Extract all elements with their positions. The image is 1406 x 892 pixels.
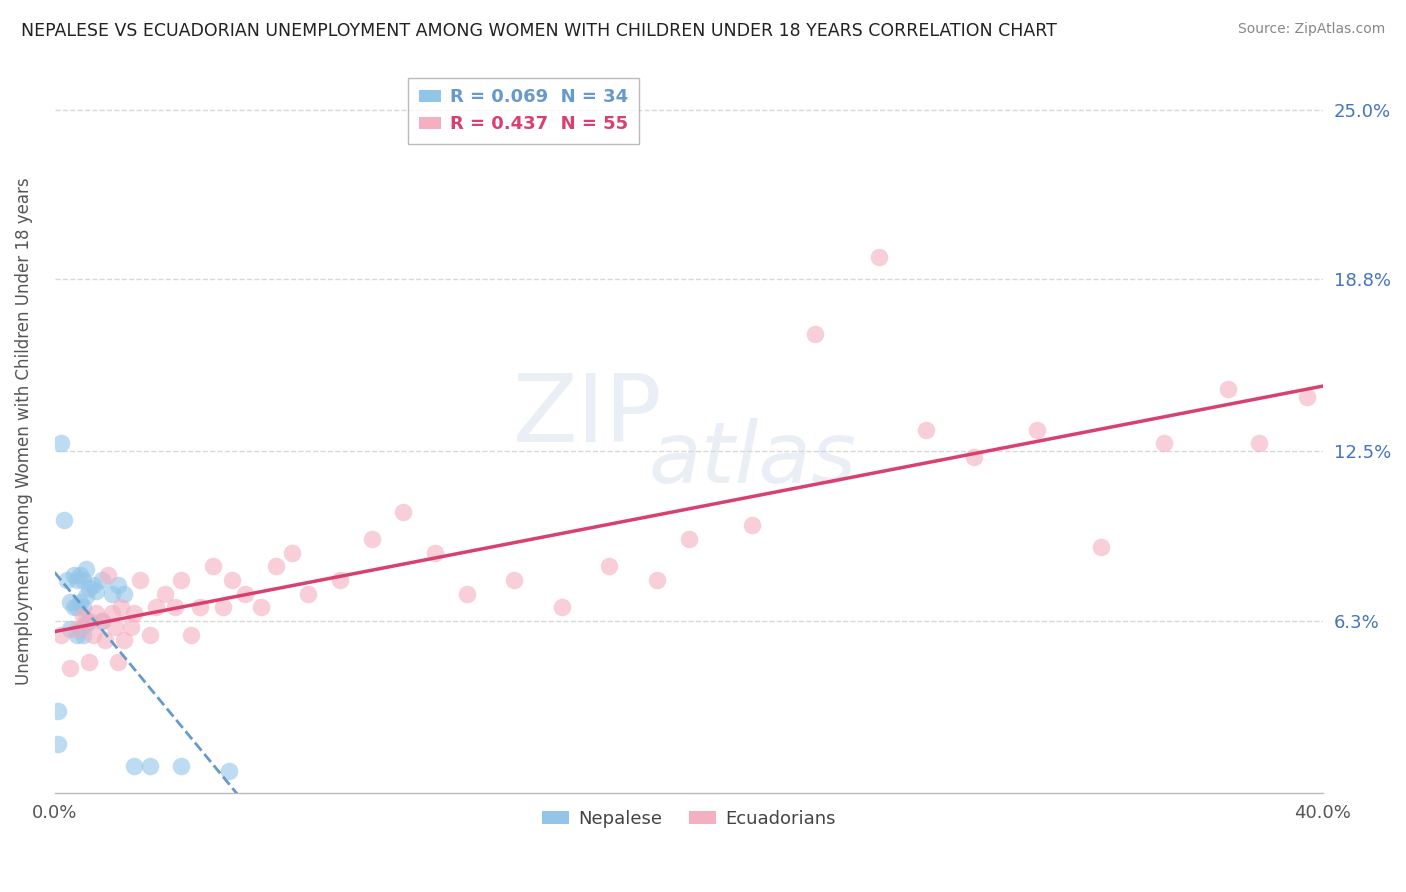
Point	[138, 628, 160, 642]
Point	[72, 608, 94, 623]
Point	[53, 513, 76, 527]
Point	[59, 595, 82, 609]
Point	[84, 606, 107, 620]
Point	[72, 600, 94, 615]
Point	[741, 518, 763, 533]
Point	[79, 655, 101, 669]
Point	[163, 600, 186, 615]
Point	[963, 450, 986, 464]
Point	[66, 573, 89, 587]
Point	[91, 573, 114, 587]
Point	[75, 590, 97, 604]
Point	[155, 587, 177, 601]
Point	[1026, 423, 1049, 437]
Point	[423, 546, 446, 560]
Point	[72, 628, 94, 642]
Point	[249, 600, 271, 615]
Point	[112, 587, 135, 601]
Point	[59, 622, 82, 636]
Point	[100, 587, 122, 601]
Point	[91, 614, 114, 628]
Point	[804, 326, 827, 341]
Point	[79, 581, 101, 595]
Point	[84, 583, 107, 598]
Point	[107, 578, 129, 592]
Point	[360, 532, 382, 546]
Legend: Nepalese, Ecuadorians: Nepalese, Ecuadorians	[534, 803, 842, 835]
Point	[75, 616, 97, 631]
Point	[56, 573, 79, 587]
Point	[868, 250, 890, 264]
Text: atlas: atlas	[648, 418, 856, 501]
Point	[62, 567, 84, 582]
Point	[329, 573, 352, 587]
Point	[551, 600, 574, 615]
Point	[145, 600, 167, 615]
Point	[46, 704, 69, 718]
Point	[49, 436, 72, 450]
Point	[66, 600, 89, 615]
Point	[46, 737, 69, 751]
Point	[97, 567, 120, 582]
Point	[79, 614, 101, 628]
Point	[170, 573, 193, 587]
Point	[281, 546, 304, 560]
Y-axis label: Unemployment Among Women with Children Under 18 years: Unemployment Among Women with Children U…	[15, 178, 32, 685]
Point	[138, 759, 160, 773]
Point	[122, 759, 145, 773]
Point	[1216, 382, 1239, 396]
Point	[94, 633, 117, 648]
Point	[110, 600, 132, 615]
Point	[104, 619, 127, 633]
Point	[1090, 540, 1112, 554]
Point	[120, 619, 142, 633]
Point	[645, 573, 668, 587]
Point	[91, 614, 114, 628]
Point	[221, 573, 243, 587]
Point	[62, 600, 84, 615]
Point	[122, 606, 145, 620]
Text: NEPALESE VS ECUADORIAN UNEMPLOYMENT AMONG WOMEN WITH CHILDREN UNDER 18 YEARS COR: NEPALESE VS ECUADORIAN UNEMPLOYMENT AMON…	[21, 22, 1057, 40]
Point	[69, 595, 91, 609]
Point	[82, 628, 104, 642]
Point	[107, 655, 129, 669]
Point	[297, 587, 319, 601]
Point	[59, 660, 82, 674]
Point	[72, 573, 94, 587]
Point	[202, 559, 225, 574]
Point	[456, 587, 478, 601]
Point	[1249, 436, 1271, 450]
Point	[49, 628, 72, 642]
Point	[69, 622, 91, 636]
Point	[915, 423, 938, 437]
Point	[180, 628, 202, 642]
Text: Source: ZipAtlas.com: Source: ZipAtlas.com	[1237, 22, 1385, 37]
Point	[598, 559, 620, 574]
Point	[100, 606, 122, 620]
Point	[75, 562, 97, 576]
Point	[266, 559, 288, 574]
Point	[129, 573, 152, 587]
Point	[1295, 390, 1317, 404]
Point	[233, 587, 256, 601]
Point	[66, 628, 89, 642]
Point	[170, 759, 193, 773]
Point	[678, 532, 700, 546]
Point	[503, 573, 526, 587]
Point	[392, 505, 415, 519]
Point	[211, 600, 233, 615]
Point	[82, 578, 104, 592]
Point	[218, 764, 240, 779]
Point	[1153, 436, 1175, 450]
Point	[190, 600, 212, 615]
Point	[66, 622, 89, 636]
Text: ZIP: ZIP	[512, 370, 662, 462]
Point	[69, 567, 91, 582]
Point	[75, 614, 97, 628]
Point	[112, 633, 135, 648]
